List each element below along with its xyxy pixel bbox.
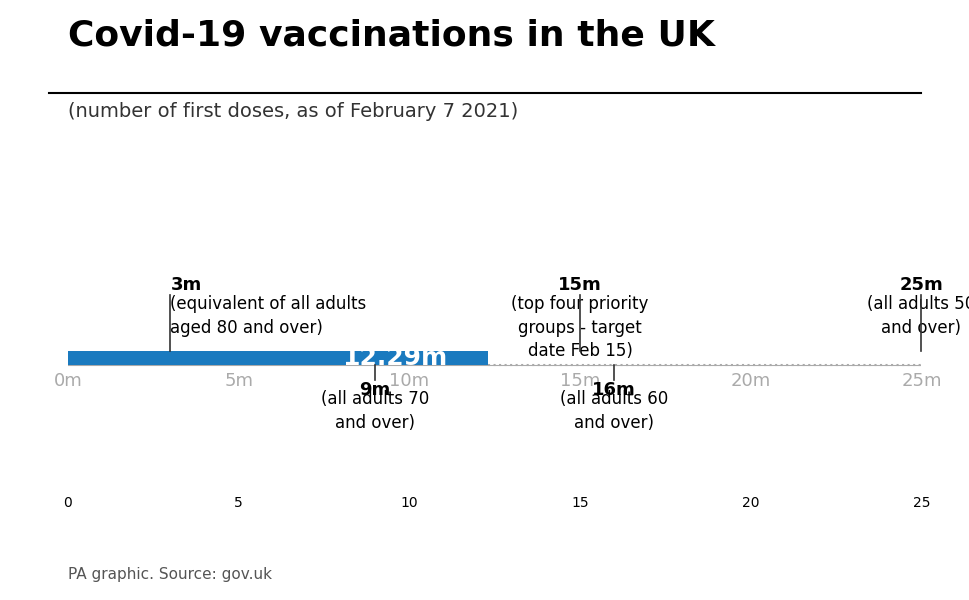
- Text: 10m: 10m: [389, 371, 429, 389]
- Text: 0m: 0m: [53, 371, 82, 389]
- Text: (all adults 70
and over): (all adults 70 and over): [321, 390, 429, 431]
- Text: 25m: 25m: [900, 371, 941, 389]
- Text: 25m: 25m: [898, 276, 943, 294]
- Text: 5m: 5m: [224, 371, 253, 389]
- Text: (all adults 60
and over): (all adults 60 and over): [559, 390, 668, 431]
- Bar: [68, 352, 487, 365]
- Text: 12.29m: 12.29m: [342, 346, 448, 370]
- Text: 20m: 20m: [730, 371, 770, 389]
- Text: (all adults 50
and over): (all adults 50 and over): [866, 295, 969, 337]
- Text: 9m: 9m: [359, 381, 391, 399]
- Text: (equivalent of all adults
aged 80 and over): (equivalent of all adults aged 80 and ov…: [171, 295, 366, 337]
- Text: (number of first doses, as of February 7 2021): (number of first doses, as of February 7…: [68, 102, 517, 121]
- Text: (top four priority
groups - target
date Feb 15): (top four priority groups - target date …: [511, 295, 648, 360]
- Text: PA graphic. Source: gov.uk: PA graphic. Source: gov.uk: [68, 567, 271, 582]
- Text: 15m: 15m: [557, 276, 602, 294]
- Text: 16m: 16m: [592, 381, 636, 399]
- Text: 15m: 15m: [559, 371, 600, 389]
- Text: 3m: 3m: [171, 276, 202, 294]
- Text: Covid-19 vaccinations in the UK: Covid-19 vaccinations in the UK: [68, 18, 714, 52]
